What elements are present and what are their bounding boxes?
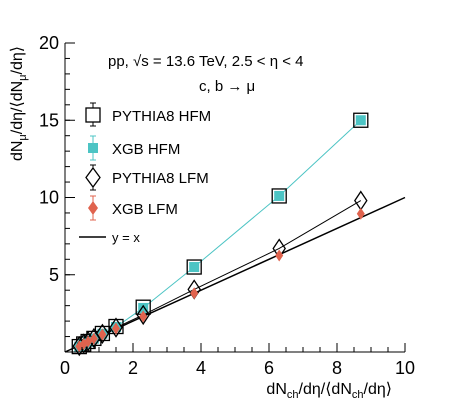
annotation-collision-system: pp, √s = 13.6 TeV, 2.5 < η < 4 [108, 53, 303, 70]
x-tick-label: 0 [60, 358, 70, 378]
annotation-process: c, b → μ [199, 78, 255, 95]
data-point-xgb-hfm [189, 262, 199, 272]
legend-label-xgb-lfm: XGB LFM [112, 201, 178, 218]
legend-label-xgb-hfm: XGB HFM [112, 141, 180, 158]
legend-label-pythia8-lfm: PYTHIA8 LFM [112, 170, 209, 187]
y-tick-label: 5 [49, 265, 59, 285]
y-tick-label: 10 [39, 188, 59, 208]
x-tick-label: 4 [196, 358, 206, 378]
y-tick-label: 15 [39, 110, 59, 130]
legend-label-reference-line: y = x [112, 230, 140, 245]
x-tick-label: 2 [128, 358, 138, 378]
data-point-xgb-hfm [356, 115, 366, 125]
x-tick-label: 6 [264, 358, 274, 378]
y-tick-label: 20 [39, 33, 59, 53]
data-point-xgb-hfm [274, 191, 284, 201]
legend-label-pythia8-hfm: PYTHIA8 HFM [112, 108, 211, 125]
x-tick-label: 10 [395, 358, 415, 378]
x-tick-label: 8 [332, 358, 342, 378]
